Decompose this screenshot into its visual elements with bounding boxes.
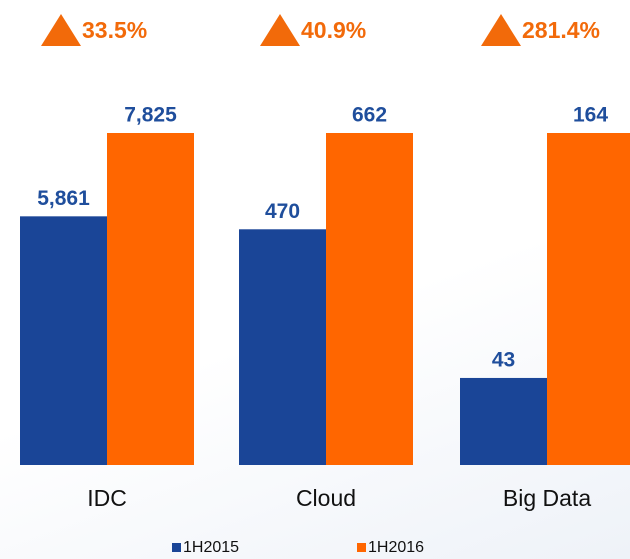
legend-swatch xyxy=(172,543,181,552)
value-label: 164 xyxy=(573,104,608,127)
legend-swatch xyxy=(357,543,366,552)
value-label: 470 xyxy=(265,200,300,223)
value-label: 43 xyxy=(492,348,515,371)
bar xyxy=(547,133,630,465)
category-label: Cloud xyxy=(296,485,356,511)
bar xyxy=(239,229,326,465)
value-label: 662 xyxy=(352,104,387,127)
up-arrow xyxy=(260,14,300,46)
up-arrow xyxy=(481,14,521,46)
bar xyxy=(460,377,547,465)
category-label: Big Data xyxy=(503,485,591,511)
bar xyxy=(20,216,107,465)
growth-label: 40.9% xyxy=(301,17,366,43)
bar xyxy=(107,133,194,465)
growth-label: 281.4% xyxy=(522,17,600,43)
legend-label: 1H2015 xyxy=(183,539,239,556)
value-label: 7,825 xyxy=(124,104,177,127)
up-arrow xyxy=(41,14,81,46)
bar xyxy=(326,133,413,465)
value-label: 5,861 xyxy=(37,187,90,210)
legend-label: 1H2016 xyxy=(368,539,424,556)
category-label: IDC xyxy=(87,485,127,511)
growth-label: 33.5% xyxy=(82,17,147,43)
